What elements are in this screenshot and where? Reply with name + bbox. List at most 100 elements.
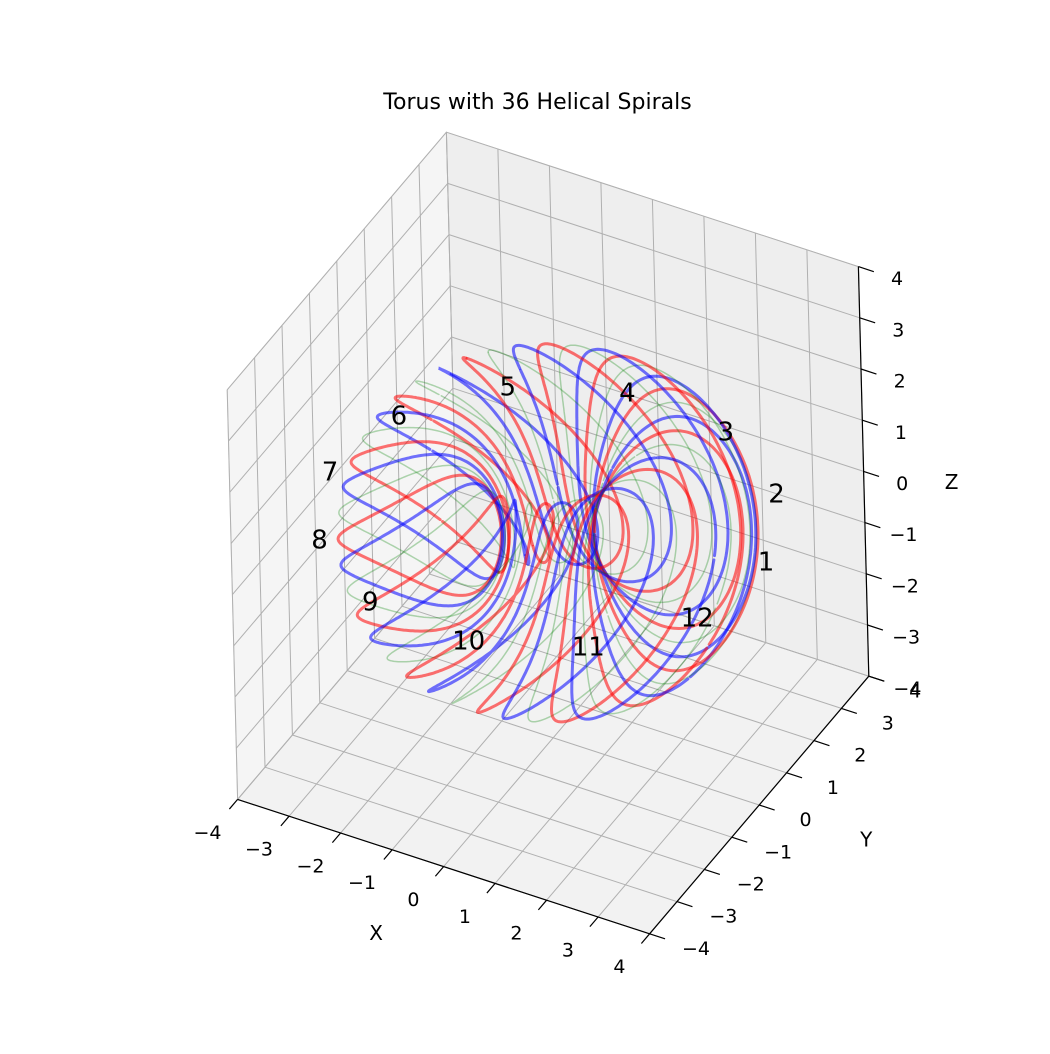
spiral-line [527,479,678,723]
z-tick-label: −2 [891,575,919,597]
y-tick [704,868,721,876]
z-tick-label: −1 [890,524,918,546]
y-tick-label: 1 [827,777,839,799]
x-tick-label: 0 [407,889,419,911]
grid-line [703,216,715,626]
x-axis-label: X [369,921,383,945]
spiral-line [487,351,554,500]
spiral-line [386,502,533,663]
z-tick [866,573,882,580]
grid-line [446,131,859,268]
z-tick-label: 0 [896,473,908,495]
z-tick [867,624,884,631]
x-tick [537,899,548,911]
spiral-line [655,456,718,558]
spiral-line [593,482,608,614]
spiral-line [570,456,716,721]
y-tick-label: 3 [882,713,894,735]
y-tick-label: −2 [737,874,765,896]
grid-line [597,659,818,918]
x-tick-label: 1 [459,906,471,928]
annotation-label: 8 [311,525,328,555]
z-tick-label: 2 [894,371,906,393]
x-tick [228,799,239,810]
z-tick-label: −3 [892,627,920,649]
y-tick-label: 2 [854,745,866,767]
grid-line [374,637,787,774]
grid-line [806,249,818,660]
spiral-line [501,486,655,721]
spiral-line [621,429,745,646]
spiral-line [339,482,504,608]
grid-line [229,234,450,493]
y-tick [759,804,775,811]
annotation-label: 7 [322,457,339,487]
y-tick [841,707,858,715]
z-tick [860,368,877,375]
y-tick [676,901,693,908]
y-axis-line [649,675,870,935]
grid-line [363,228,376,639]
annotation-label: 5 [499,373,516,403]
y-tick [786,772,803,779]
annotation-label: 10 [452,627,485,657]
grid-line [447,182,860,319]
z-axis-label: Z [945,470,959,494]
x-tick [589,916,599,928]
grid-line [494,625,715,884]
annotation-label: 2 [768,480,785,510]
z-tick [859,317,876,324]
y-tick [649,933,666,940]
spiral-line [346,489,506,619]
grid-line [230,285,451,544]
spirals-back [431,342,760,685]
x-tick-label: −2 [296,855,324,877]
x-tick-label: −4 [193,822,221,844]
annotation-label: 12 [681,604,714,634]
z-tick [862,419,878,426]
z-tick-label: 4 [891,268,903,290]
spiral-line [593,507,597,534]
x-tick [486,883,496,894]
grid-line [445,132,458,542]
x-tick [434,866,445,877]
grid-line [546,642,767,901]
y-tick-label: −1 [764,841,792,863]
annotation-label: 11 [572,632,605,662]
annotation-label: 4 [619,378,636,408]
spiral-line [405,502,555,680]
z-tick-label: 3 [892,319,904,341]
y-tick-label: 4 [909,680,921,702]
y-tick-label: 0 [800,809,812,831]
spiral-line [461,356,551,514]
annotation-label: 3 [717,418,734,448]
x-tick-label: 4 [613,956,625,978]
z-tick [858,266,875,273]
grid-line [228,183,449,442]
x-tick-label: −1 [348,872,376,894]
spiral-line [361,426,516,566]
z-tick-label: 1 [895,422,907,444]
axis-ticks [228,266,885,944]
spiral-line [475,493,631,715]
y-tick [731,836,748,843]
z-tick-label: −4 [893,678,921,700]
grid-line [418,164,430,575]
spiral-line [636,443,732,605]
spirals-front [336,351,717,724]
spiral-line [575,347,730,617]
x-tick-label: −3 [245,839,273,861]
spiral-line [582,456,717,715]
grid-line [347,670,760,806]
z-tick [868,675,885,682]
x-tick [383,849,393,860]
spiral-line [393,394,534,547]
y-tick [813,740,830,747]
annotation-label: 6 [391,401,408,431]
spiral-line [589,364,751,644]
grid-line [451,336,864,472]
